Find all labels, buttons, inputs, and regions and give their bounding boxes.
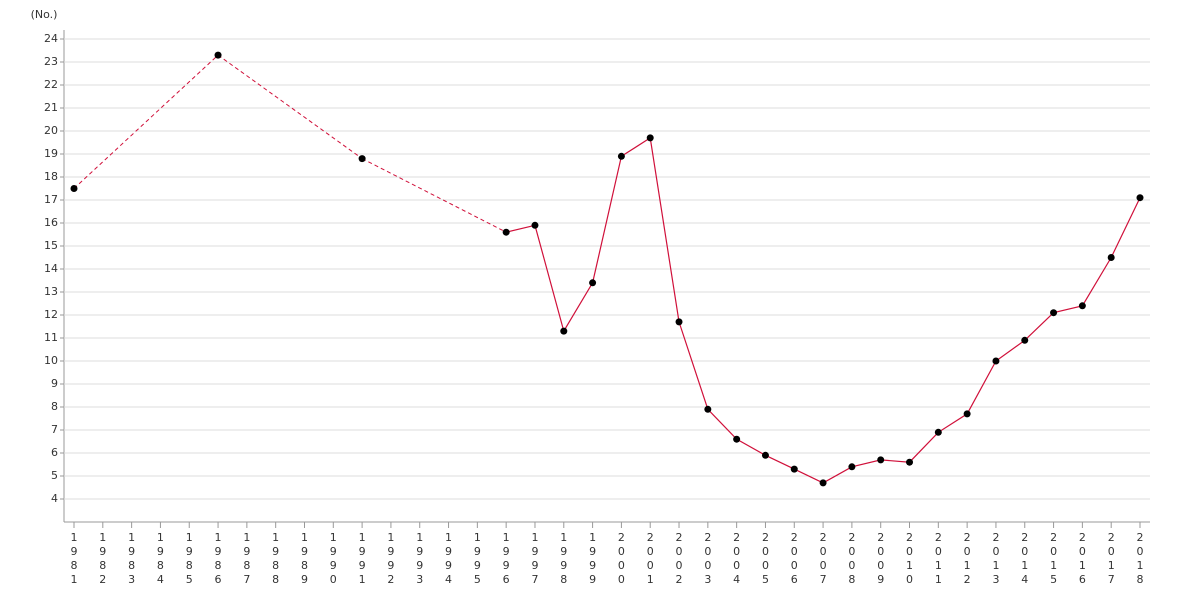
point bbox=[70, 185, 78, 192]
x-tick-label: 2013 bbox=[989, 531, 1002, 587]
x-tick-label: 2007 bbox=[817, 531, 830, 587]
x-tick-label: 1982 bbox=[96, 531, 109, 587]
point bbox=[1078, 302, 1086, 310]
point bbox=[906, 458, 914, 466]
x-tick-label: 1986 bbox=[212, 531, 225, 587]
x-tick-label: 2002 bbox=[673, 531, 686, 587]
y-tick-label: 8 bbox=[51, 400, 58, 413]
x-tick-label: 1998 bbox=[557, 531, 570, 587]
y-tick-label: 23 bbox=[44, 55, 58, 68]
y-tick-label: 10 bbox=[44, 354, 58, 367]
point bbox=[877, 456, 885, 464]
x-tick-label: 2009 bbox=[874, 531, 887, 587]
x-tick-label: 1987 bbox=[240, 531, 253, 587]
x-tick-label: 1984 bbox=[154, 531, 167, 587]
point bbox=[761, 451, 769, 459]
x-tick-label: 1989 bbox=[298, 531, 311, 587]
x-tick-label: 2017 bbox=[1105, 531, 1118, 587]
y-tick-label: 4 bbox=[51, 492, 58, 505]
point bbox=[589, 279, 597, 287]
y-tick-label: 18 bbox=[44, 170, 58, 183]
y-tick-label: 16 bbox=[44, 216, 58, 229]
y-tick-label: 24 bbox=[44, 32, 58, 45]
gap-line bbox=[361, 158, 507, 233]
point bbox=[358, 155, 366, 163]
point bbox=[992, 357, 1000, 365]
point bbox=[1021, 336, 1029, 344]
point bbox=[531, 221, 539, 229]
point bbox=[1050, 309, 1058, 317]
y-tick-label: 6 bbox=[51, 446, 58, 459]
y-tick-label: 11 bbox=[44, 331, 58, 344]
x-tick-label: 1996 bbox=[500, 531, 513, 587]
x-tick-label: 2005 bbox=[759, 531, 772, 587]
line bbox=[506, 136, 1141, 484]
y-tick-label: 21 bbox=[44, 101, 58, 114]
y-tick-label: 7 bbox=[51, 423, 58, 436]
x-tick-label: 2012 bbox=[961, 531, 974, 587]
point bbox=[704, 405, 712, 413]
x-tick-label: 2011 bbox=[932, 531, 945, 587]
x-tick-label: 2014 bbox=[1018, 531, 1031, 587]
x-tick-label: 1988 bbox=[269, 531, 282, 587]
x-tick-label: 2008 bbox=[845, 531, 858, 587]
x-tick-label: 1997 bbox=[528, 531, 541, 587]
x-tick-label: 2016 bbox=[1076, 531, 1089, 587]
x-tick-label: 2006 bbox=[788, 531, 801, 587]
point bbox=[848, 463, 856, 471]
x-tick-label: 2018 bbox=[1134, 531, 1147, 587]
y-tick-label: 17 bbox=[44, 193, 58, 206]
x-tick-label: 1993 bbox=[413, 531, 426, 587]
point bbox=[733, 435, 741, 443]
x-tick-label: 2000 bbox=[615, 531, 628, 587]
x-tick-label: 1981 bbox=[68, 531, 81, 587]
point bbox=[560, 327, 568, 335]
point bbox=[646, 134, 654, 142]
x-tick-label: 1983 bbox=[125, 531, 138, 587]
x-tick-label: 2001 bbox=[644, 531, 657, 587]
x-tick-label: 1999 bbox=[586, 531, 599, 587]
point bbox=[617, 152, 625, 160]
point bbox=[1136, 194, 1144, 202]
x-tick-label: 1990 bbox=[327, 531, 340, 587]
y-tick-label: 5 bbox=[51, 469, 58, 482]
gap-line bbox=[217, 54, 363, 160]
gap-line bbox=[73, 54, 219, 189]
y-tick-label: 22 bbox=[44, 78, 58, 91]
x-tick-label: 1995 bbox=[471, 531, 484, 587]
x-tick-label: 2003 bbox=[701, 531, 714, 587]
x-tick-label: 1991 bbox=[356, 531, 369, 587]
y-tick-label: 15 bbox=[44, 239, 58, 252]
x-tick-label: 2015 bbox=[1047, 531, 1060, 587]
point bbox=[214, 51, 222, 59]
x-tick-label: 1992 bbox=[384, 531, 397, 587]
point bbox=[934, 428, 942, 436]
x-tick-label: 1985 bbox=[183, 531, 196, 587]
y-axis-label: (No.) bbox=[31, 8, 58, 21]
point bbox=[675, 318, 683, 326]
y-tick-label: 19 bbox=[44, 147, 58, 160]
y-tick-label: 12 bbox=[44, 308, 58, 321]
y-tick-label: 13 bbox=[44, 285, 58, 298]
y-tick-label: 14 bbox=[44, 262, 58, 275]
x-tick-label: 2004 bbox=[730, 531, 743, 587]
x-tick-label: 2010 bbox=[903, 531, 916, 587]
y-tick-label: 20 bbox=[44, 124, 58, 137]
point bbox=[502, 228, 510, 236]
y-tick-label: 9 bbox=[51, 377, 58, 390]
point bbox=[1107, 254, 1115, 261]
x-tick-label: 1994 bbox=[442, 531, 455, 587]
point bbox=[819, 479, 827, 487]
point bbox=[790, 465, 798, 473]
point bbox=[963, 410, 971, 418]
